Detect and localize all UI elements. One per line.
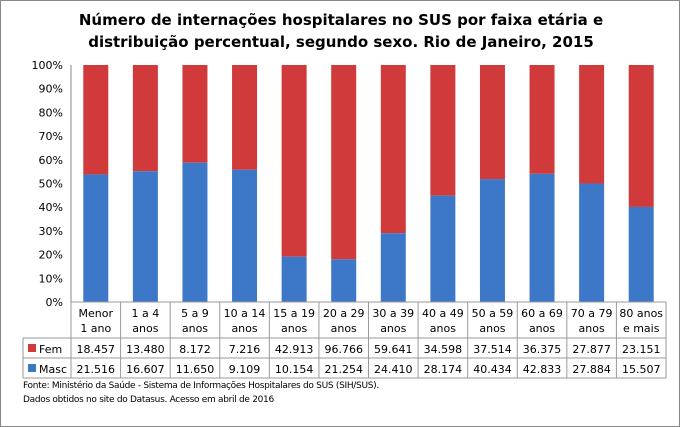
- bar-fem: [132, 65, 158, 172]
- fem-value-label: 23.151: [622, 343, 661, 356]
- category-label: 30 a 39: [372, 307, 414, 320]
- fem-value-label: 8.172: [179, 343, 211, 356]
- legend-label-masc: Masc: [39, 363, 67, 376]
- bar-masc: [380, 233, 406, 302]
- category-label: anos: [430, 322, 456, 335]
- fem-value-label: 18.457: [77, 343, 116, 356]
- fem-value-label: 27.877: [572, 343, 611, 356]
- y-tick-label: 90%: [39, 83, 63, 96]
- chart-title-line2: distribuição percentual, segundo sexo. R…: [88, 33, 594, 51]
- masc-value-label: 28.174: [424, 363, 463, 376]
- y-tick-label: 20%: [39, 249, 63, 262]
- category-label: 50 a 59: [472, 307, 514, 320]
- bar-fem: [281, 65, 307, 257]
- masc-value-label: 21.516: [77, 363, 116, 376]
- y-tick-label: 100%: [32, 59, 63, 72]
- category-label: anos: [231, 322, 257, 335]
- category-label: anos: [380, 322, 406, 335]
- category-label: 40 a 49: [422, 307, 464, 320]
- masc-value-label: 15.507: [622, 363, 661, 376]
- category-label: 20 a 29: [323, 307, 365, 320]
- bar-fem: [232, 65, 258, 170]
- fem-value-label: 7.216: [229, 343, 261, 356]
- y-tick-label: 70%: [39, 130, 63, 143]
- fem-value-label: 59.641: [374, 343, 413, 356]
- bar-masc: [132, 171, 158, 302]
- category-label: e mais: [623, 322, 660, 335]
- y-tick-label: 40%: [39, 201, 63, 214]
- y-tick-label: 80%: [39, 106, 63, 119]
- bar-fem: [331, 65, 357, 260]
- bar-fem: [579, 65, 605, 184]
- category-label: 80 anos: [619, 307, 663, 320]
- masc-value-label: 27.884: [572, 363, 611, 376]
- bar-masc: [331, 259, 357, 302]
- masc-value-label: 21.254: [324, 363, 363, 376]
- masc-value-label: 10.154: [275, 363, 314, 376]
- legend-swatch-masc: [28, 364, 36, 372]
- masc-value-label: 42.833: [523, 363, 562, 376]
- masc-value-label: 24.410: [374, 363, 413, 376]
- category-label: anos: [132, 322, 158, 335]
- category-label: anos: [182, 322, 208, 335]
- bar-masc: [529, 173, 555, 302]
- bar-masc: [232, 169, 258, 302]
- category-label: anos: [281, 322, 307, 335]
- bar-masc: [579, 183, 605, 302]
- bar-masc: [182, 162, 208, 302]
- category-label: anos: [529, 322, 555, 335]
- fem-value-label: 96.766: [324, 343, 363, 356]
- fem-value-label: 13.480: [126, 343, 165, 356]
- fem-value-label: 34.598: [424, 343, 463, 356]
- bar-fem: [83, 65, 109, 175]
- fem-value-label: 42.913: [275, 343, 314, 356]
- bar-masc: [281, 256, 307, 302]
- masc-value-label: 9.109: [229, 363, 261, 376]
- y-tick-label: 0%: [46, 296, 63, 309]
- bar-fem: [380, 65, 406, 234]
- category-label: 5 a 9: [181, 307, 209, 320]
- masc-value-label: 40.434: [473, 363, 512, 376]
- chart-title-line1: Número de internações hospitalares no SU…: [79, 11, 603, 29]
- bar-fem: [529, 65, 555, 174]
- bar-masc: [83, 174, 109, 302]
- legend-label-fem: Fem: [39, 343, 62, 356]
- y-tick-label: 50%: [39, 178, 63, 191]
- bar-fem: [182, 65, 208, 163]
- masc-value-label: 16.607: [126, 363, 165, 376]
- bar-fem: [479, 65, 505, 180]
- category-label: 70 a 79: [571, 307, 613, 320]
- bar-fem: [430, 65, 456, 196]
- category-label: 60 a 69: [521, 307, 563, 320]
- masc-value-label: 11.650: [176, 363, 215, 376]
- bar-masc: [628, 206, 654, 302]
- bar-fem: [628, 65, 654, 207]
- source-note: Fonte: Ministério da Saúde - Sistema de …: [23, 381, 379, 391]
- category-label: Menor: [79, 307, 114, 320]
- y-tick-label: 60%: [39, 154, 63, 167]
- category-label: anos: [479, 322, 505, 335]
- category-label: anos: [331, 322, 357, 335]
- category-label: 1 ano: [80, 322, 111, 335]
- category-label: anos: [579, 322, 605, 335]
- bar-masc: [430, 195, 456, 302]
- access-note: Dados obtidos no site do Datasus. Acesso…: [23, 395, 274, 405]
- category-label: 15 a 19: [273, 307, 315, 320]
- fem-value-label: 37.514: [473, 343, 512, 356]
- chart: Número de internações hospitalares no SU…: [22, 11, 667, 379]
- category-label: 10 a 14: [224, 307, 266, 320]
- bar-masc: [479, 179, 505, 302]
- fem-value-label: 36.375: [523, 343, 562, 356]
- legend-swatch-fem: [28, 344, 36, 352]
- y-tick-label: 30%: [39, 225, 63, 238]
- category-label: 1 a 4: [132, 307, 160, 320]
- y-tick-label: 10%: [39, 272, 63, 285]
